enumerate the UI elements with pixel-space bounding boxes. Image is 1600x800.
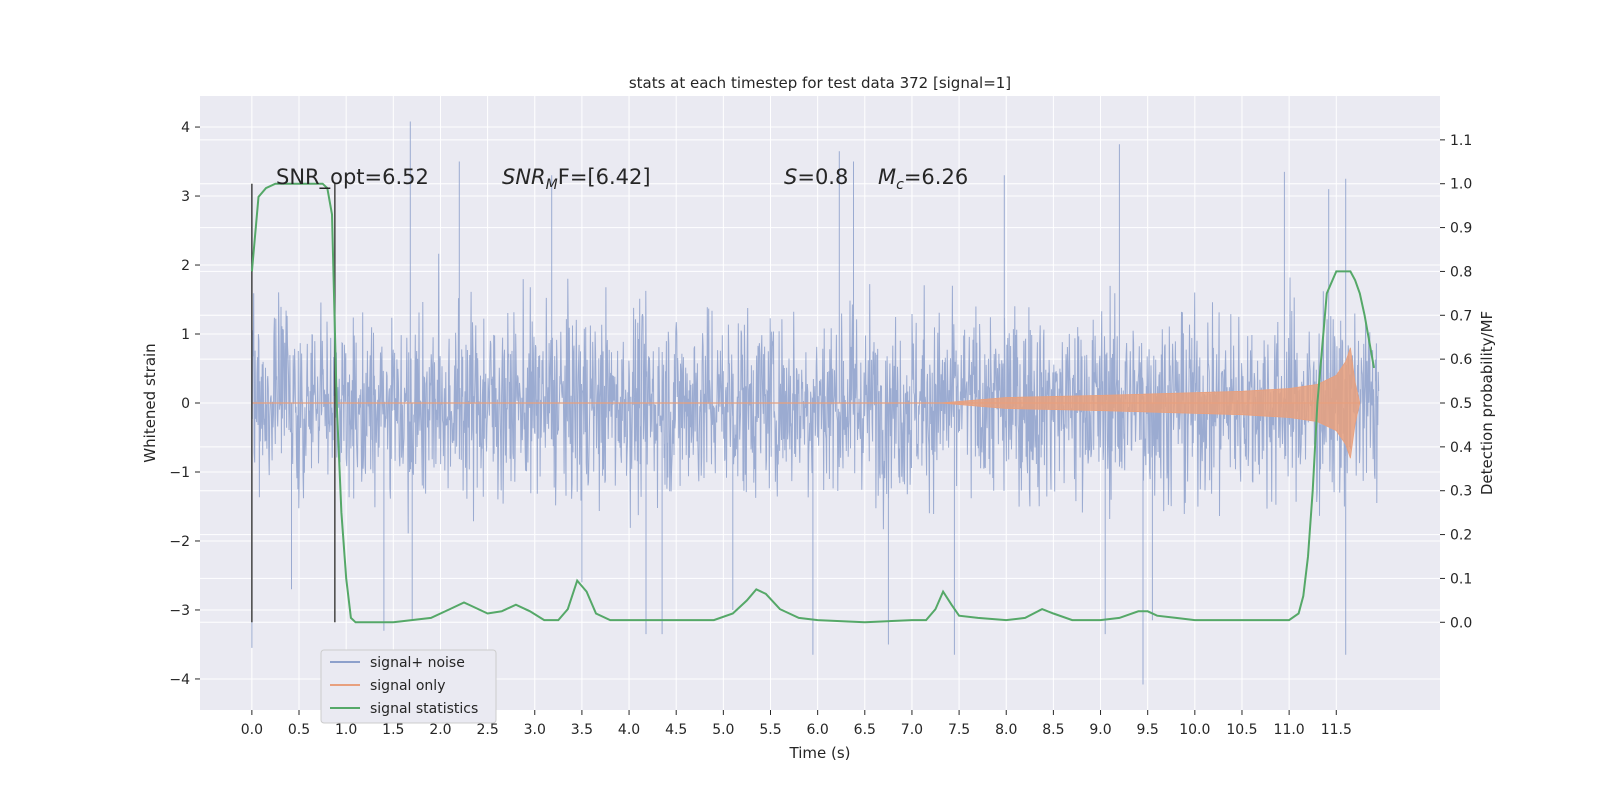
y-tick-label: −3	[169, 603, 190, 619]
mc-symbol: M	[878, 165, 896, 189]
y2-tick-label: 0.7	[1450, 308, 1472, 324]
x-tick-label: 5.5	[759, 722, 781, 738]
mc-subscript: c	[896, 177, 904, 193]
x-tick-label: 11.5	[1321, 722, 1352, 738]
x-tick-label: 6.0	[807, 722, 829, 738]
y2-tick-label: 0.8	[1450, 264, 1472, 280]
x-tick-label: 0.5	[288, 722, 310, 738]
legend-label-signal-only: signal only	[370, 678, 445, 694]
y2-tick-label: 0.6	[1450, 352, 1472, 368]
snr-mf-value: F=[6.42]	[558, 165, 651, 189]
x-axis-label: Time (s)	[789, 744, 851, 762]
x-tick-label: 11.0	[1274, 722, 1305, 738]
y2-tick-label: 0.0	[1450, 615, 1472, 631]
x-tick-label: 5.0	[712, 722, 734, 738]
x-tick-label: 3.5	[571, 722, 593, 738]
y-tick-label: −1	[169, 465, 190, 481]
y2-tick-label: 0.1	[1450, 571, 1472, 587]
x-tick-label: 6.5	[854, 722, 876, 738]
y-tick-label: 4	[181, 120, 190, 136]
data-layer	[250, 121, 1380, 685]
y2-tick-label: 0.5	[1450, 396, 1472, 412]
x-tick-label: 1.0	[335, 722, 357, 738]
y-tick-label: 0	[181, 396, 190, 412]
y2-axis-label: Detection probability/MF	[1478, 311, 1496, 495]
y2-tick-label: 0.4	[1450, 440, 1472, 456]
annotation-mc: Mc=6.26	[878, 165, 968, 193]
x-tick-label: 10.5	[1226, 722, 1257, 738]
annotation-snr-mf: SNRMF=[6.42]	[502, 165, 651, 193]
chart-title: stats at each timestep for test data 372…	[629, 74, 1011, 92]
legend-label-signal-noise: signal+ noise	[370, 655, 465, 671]
s-value: =0.8	[797, 165, 848, 189]
annotation-s: S=0.8	[784, 165, 848, 189]
x-tick-label: 0.0	[241, 722, 263, 738]
series-signal-noise	[251, 121, 1380, 685]
legend-box	[320, 649, 497, 724]
x-tick-label: 3.0	[524, 722, 546, 738]
y2-tick-label: 0.9	[1450, 221, 1472, 237]
y-tick-label: 1	[181, 327, 190, 343]
snr-mf-subscript: M	[546, 177, 558, 193]
y-tick-label: 3	[181, 189, 190, 205]
y2-tick-label: 0.2	[1450, 528, 1472, 544]
axis-layer: 0.0 0.5 1.0 1.5 2.0 2.5 3.0 3.5 4.0 4.5 5.0 5.5 6.0 6…	[169, 120, 1472, 738]
y-axis-label: Whitened strain	[141, 343, 159, 462]
x-tick-label: 4.5	[665, 722, 687, 738]
x-tick-label: 7.5	[948, 722, 970, 738]
x-tick-label: 2.0	[429, 722, 451, 738]
x-tick-label: 8.0	[995, 722, 1017, 738]
mc-value: =6.26	[904, 165, 968, 189]
y2-tick-label: 1.0	[1450, 177, 1472, 193]
y-tick-label: 2	[181, 258, 190, 274]
y2-tick-label: 1.1	[1450, 133, 1472, 149]
y-tick-label: −2	[169, 534, 190, 550]
x-tick-label: 9.5	[1137, 722, 1159, 738]
x-tick-label: 1.5	[382, 722, 404, 738]
x-tick-label: 8.5	[1042, 722, 1064, 738]
x-tick-label: 7.0	[901, 722, 923, 738]
snr-mf-symbol: SNR	[502, 165, 546, 189]
y2-tick-label: 0.3	[1450, 484, 1472, 500]
x-tick-label: 2.5	[476, 722, 498, 738]
series-signal-statistics	[250, 182, 1375, 624]
x-tick-label: 4.0	[618, 722, 640, 738]
x-tick-label: 9.0	[1089, 722, 1111, 738]
s-symbol: S	[784, 165, 797, 189]
annotation-snr-opt: SNR_opt=6.52	[276, 165, 429, 190]
x-tick-label: 10.0	[1179, 722, 1210, 738]
legend-label-signal-statistics: signal statistics	[370, 701, 478, 717]
legend: signal+ noise signal only signal statist…	[320, 649, 497, 724]
y-tick-label: −4	[169, 672, 190, 688]
